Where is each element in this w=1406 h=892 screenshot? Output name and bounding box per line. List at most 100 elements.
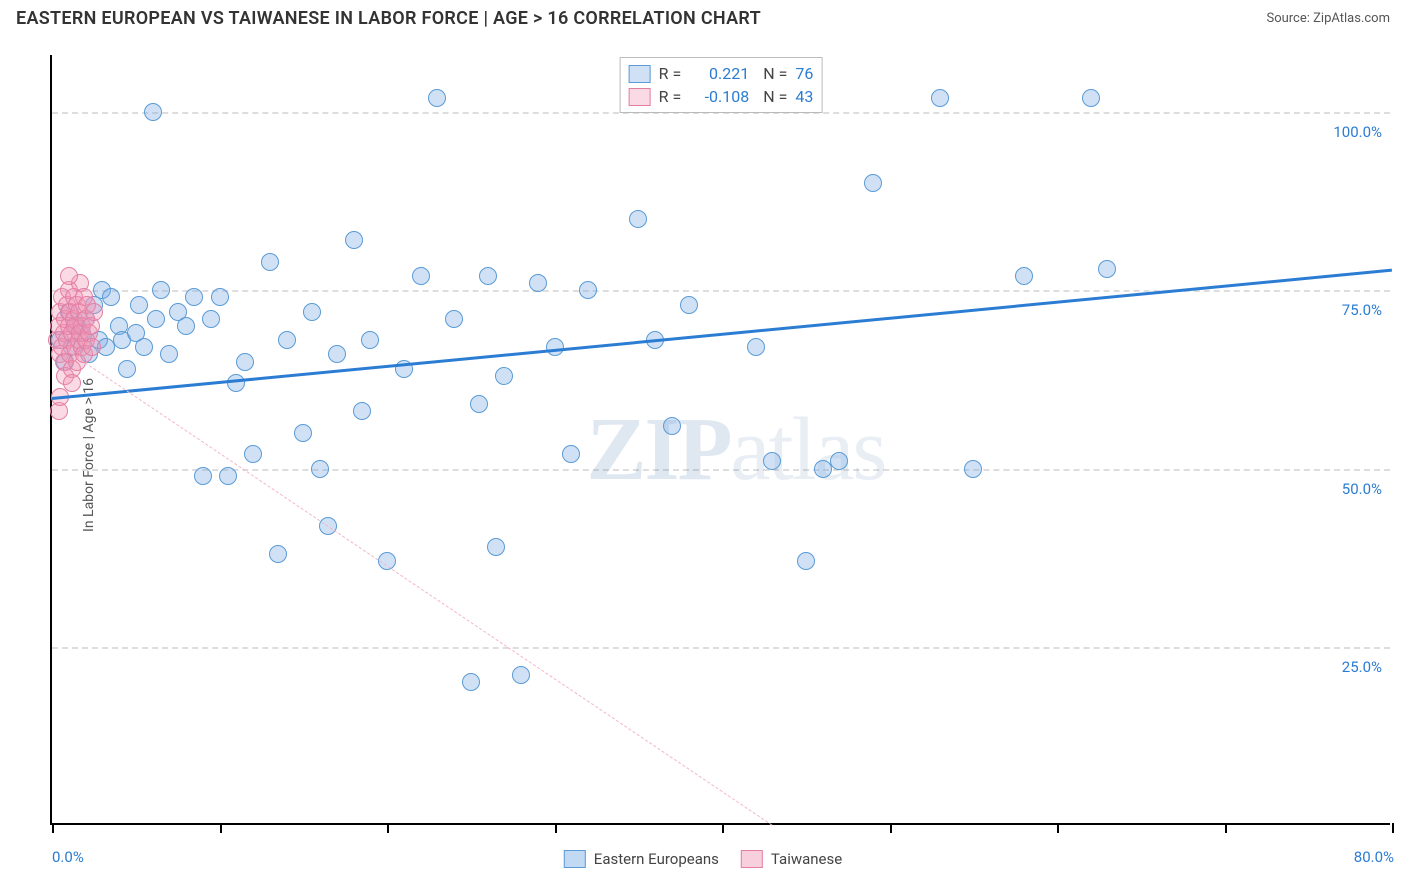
data-point bbox=[470, 395, 488, 413]
data-point bbox=[428, 89, 446, 107]
data-point bbox=[830, 452, 848, 470]
x-tick bbox=[220, 823, 222, 833]
chart-container: In Labor Force | Age > 16 ZIPatlas R = 0… bbox=[0, 40, 1406, 870]
data-point bbox=[412, 267, 430, 285]
data-point bbox=[479, 267, 497, 285]
data-point bbox=[219, 467, 237, 485]
swatch-series-0 bbox=[629, 65, 651, 83]
data-point bbox=[462, 673, 480, 691]
data-point bbox=[244, 445, 262, 463]
data-point bbox=[278, 331, 296, 349]
data-point bbox=[345, 231, 363, 249]
data-point bbox=[529, 274, 547, 292]
data-point bbox=[328, 345, 346, 363]
plot-area: ZIPatlas R = 0.221 N = 76 R = -0.108 N =… bbox=[50, 55, 1390, 825]
data-point bbox=[1098, 260, 1116, 278]
x-tick-max: 80.0% bbox=[1354, 848, 1394, 866]
data-point bbox=[931, 89, 949, 107]
legend-label-0: Eastern Europeans bbox=[594, 850, 719, 868]
data-point bbox=[60, 267, 78, 285]
data-point bbox=[562, 445, 580, 463]
r-label: R = bbox=[659, 87, 682, 106]
data-point bbox=[261, 253, 279, 271]
y-tick-label: 50.0% bbox=[1342, 480, 1382, 498]
x-tick bbox=[1392, 823, 1394, 833]
n-value-0: 76 bbox=[795, 64, 813, 83]
data-point bbox=[177, 317, 195, 335]
r-value-1: -0.108 bbox=[689, 87, 749, 106]
watermark-rest: atlas bbox=[730, 400, 885, 499]
grid-line bbox=[52, 647, 1390, 649]
r-label: R = bbox=[659, 64, 682, 83]
data-point bbox=[118, 360, 136, 378]
data-point bbox=[102, 288, 120, 306]
n-label: N = bbox=[763, 64, 787, 83]
correlation-legend: R = 0.221 N = 76 R = -0.108 N = 43 bbox=[620, 57, 823, 113]
data-point bbox=[85, 303, 103, 321]
watermark: ZIPatlas bbox=[586, 398, 885, 501]
data-point bbox=[1015, 267, 1033, 285]
data-point bbox=[294, 424, 312, 442]
chart-title: EASTERN EUROPEAN VS TAIWANESE IN LABOR F… bbox=[16, 8, 761, 29]
data-point bbox=[160, 345, 178, 363]
data-point bbox=[445, 310, 463, 328]
data-point bbox=[487, 538, 505, 556]
y-tick-label: 25.0% bbox=[1342, 658, 1382, 676]
data-point bbox=[629, 210, 647, 228]
data-point bbox=[130, 296, 148, 314]
data-point bbox=[1082, 89, 1100, 107]
n-label: N = bbox=[763, 87, 787, 106]
data-point bbox=[797, 552, 815, 570]
data-point bbox=[747, 338, 765, 356]
swatch-series-1 bbox=[629, 88, 651, 106]
x-tick bbox=[722, 823, 724, 833]
trend-line-0 bbox=[52, 269, 1392, 400]
x-tick bbox=[555, 823, 557, 833]
grid-line bbox=[52, 469, 1390, 471]
data-point bbox=[663, 417, 681, 435]
data-point bbox=[311, 460, 329, 478]
data-point bbox=[361, 331, 379, 349]
data-point bbox=[814, 460, 832, 478]
legend-swatch-1 bbox=[741, 850, 763, 868]
data-point bbox=[152, 281, 170, 299]
header: EASTERN EUROPEAN VS TAIWANESE IN LABOR F… bbox=[0, 0, 1406, 33]
x-tick bbox=[387, 823, 389, 833]
data-point bbox=[763, 452, 781, 470]
data-point bbox=[579, 281, 597, 299]
x-tick bbox=[1057, 823, 1059, 833]
data-point bbox=[964, 460, 982, 478]
legend-item-1: Taiwanese bbox=[741, 850, 842, 868]
data-point bbox=[63, 374, 81, 392]
data-point bbox=[864, 174, 882, 192]
legend-item-0: Eastern Europeans bbox=[564, 850, 719, 868]
data-point bbox=[202, 310, 220, 328]
series-legend: Eastern Europeans Taiwanese bbox=[564, 850, 842, 868]
data-point bbox=[269, 545, 287, 563]
x-tick bbox=[890, 823, 892, 833]
x-tick-min: 0.0% bbox=[52, 848, 84, 866]
data-point bbox=[353, 402, 371, 420]
y-tick-label: 100.0% bbox=[1333, 123, 1382, 141]
data-point bbox=[211, 288, 229, 306]
y-tick-label: 75.0% bbox=[1342, 301, 1382, 319]
data-point bbox=[303, 303, 321, 321]
data-point bbox=[144, 103, 162, 121]
data-point bbox=[512, 666, 530, 684]
data-point bbox=[83, 338, 101, 356]
r-value-0: 0.221 bbox=[689, 64, 749, 83]
data-point bbox=[680, 296, 698, 314]
data-point bbox=[194, 467, 212, 485]
data-point bbox=[135, 338, 153, 356]
data-point bbox=[236, 353, 254, 371]
watermark-bold: ZIP bbox=[586, 400, 730, 499]
correlation-row-0: R = 0.221 N = 76 bbox=[629, 62, 814, 85]
correlation-row-1: R = -0.108 N = 43 bbox=[629, 85, 814, 108]
x-tick bbox=[1225, 823, 1227, 833]
data-point bbox=[495, 367, 513, 385]
data-point bbox=[185, 288, 203, 306]
source-label: Source: ZipAtlas.com bbox=[1266, 11, 1390, 26]
data-point bbox=[147, 310, 165, 328]
trend-line-1 bbox=[52, 340, 773, 826]
n-value-1: 43 bbox=[795, 87, 813, 106]
